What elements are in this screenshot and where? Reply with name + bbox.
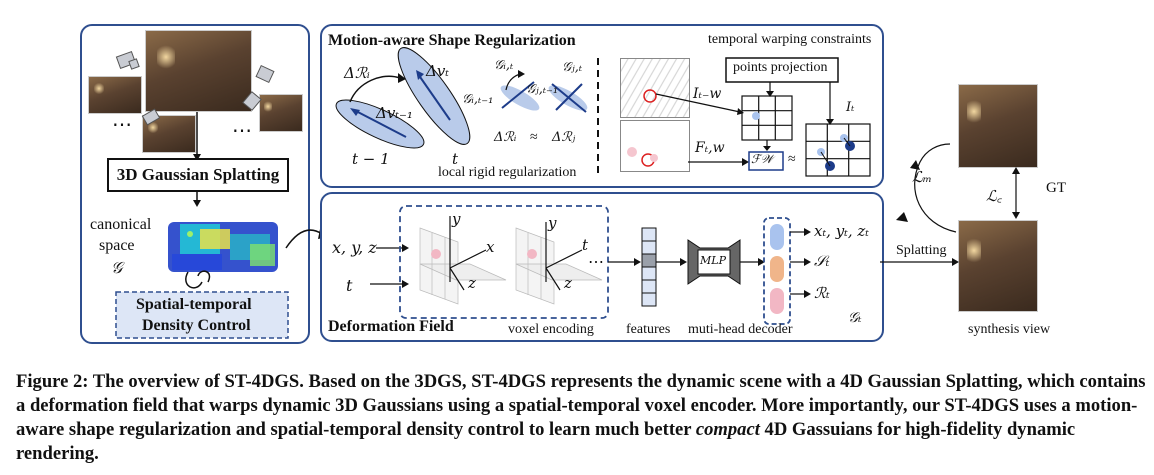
canonical-label: canonical — [90, 216, 152, 233]
voxel-axis-z2: z — [564, 274, 572, 292]
main-scene-photo — [145, 30, 252, 112]
canonical-point-cloud — [168, 222, 278, 272]
right-arrows — [880, 143, 1020, 266]
rigid-eq-right: Δℛⱼ — [552, 130, 576, 145]
g-jt1-label: 𝒢ⱼ,ₜ₋₁ — [526, 82, 559, 97]
delta-v-t1-label: Δvₜ₋₁ — [376, 104, 413, 122]
sketch-frame-image — [620, 58, 690, 118]
density-label-1: Spatial-temporal — [136, 296, 252, 313]
warp-approx: ≈ — [788, 152, 796, 167]
canonical-symbol: 𝒢 — [111, 258, 123, 277]
gaussian-splatting-box: 3D Gaussian Splatting — [107, 158, 289, 192]
voxel-dots: ⋯ — [588, 254, 604, 271]
ellipsis-right: ⋯ — [232, 120, 252, 142]
temporal-warping-graphics — [627, 57, 871, 177]
delta-v-t-label: Δvₜ — [426, 62, 450, 80]
ellipsis-left: ⋯ — [112, 114, 132, 136]
mlp-label: MLP — [700, 254, 726, 267]
synthesis-image — [958, 220, 1038, 312]
decoder-label: muti-head decoder — [688, 322, 793, 337]
shape-panel-title: Motion-aware Shape Regularization — [328, 32, 576, 49]
density-label-2: Density Control — [142, 317, 251, 334]
voxel-axis-y1: y — [452, 210, 461, 228]
out-s-label: 𝒮ₜ — [814, 252, 830, 270]
g-it-label: 𝒢ᵢ,ₜ — [494, 58, 514, 73]
voxel-axis-z1: z — [468, 274, 476, 292]
t-label: t — [452, 150, 459, 168]
I-tw-label: Iₜ₋w — [693, 86, 722, 102]
out-r-label: ℛₜ — [814, 284, 830, 302]
rigid-regularization-graphics — [335, 47, 599, 174]
FW-label: ℱ𝒲 — [751, 152, 774, 166]
input-xyz-label: x, y, z — [332, 238, 377, 257]
loss-c-label: ℒ꜀ — [986, 187, 1002, 205]
deformation-panel-title: Deformation Field — [328, 318, 454, 335]
space-label: space — [99, 237, 135, 254]
figure-caption: Figure 2: The overview of ST-4DGS. Based… — [16, 370, 1146, 466]
gt-label: GT — [1046, 180, 1066, 196]
scene-photo-left — [88, 76, 142, 114]
gaussian-splatting-label: 3D Gaussian Splatting — [116, 165, 280, 184]
voxel-axis-t: t — [582, 236, 589, 254]
rigid-eq-left: Δℛᵢ — [494, 130, 517, 145]
F-tw-label: Fₜ,w — [695, 140, 725, 156]
g-t-label: 𝒢ₜ — [848, 310, 862, 326]
flow-frame-image — [620, 120, 690, 172]
rigid-eq-approx: ≈ — [530, 130, 538, 145]
scene-photo-right — [259, 94, 303, 132]
synthesis-label: synthesis view — [968, 322, 1051, 337]
temporal-warping-label: temporal warping constraints — [708, 32, 872, 47]
gt-image — [958, 84, 1038, 168]
voxel-axis-x: x — [486, 238, 495, 256]
caption-text-before: Figure 2: The overview of ST-4DGS. Based… — [16, 371, 1146, 440]
points-projection-label: points projection — [733, 60, 828, 75]
deformation-graphics — [370, 205, 811, 325]
left-panel-graphics — [115, 50, 289, 339]
local-rigid-label: local rigid regularization — [438, 165, 577, 180]
input-t-label: t — [346, 276, 353, 295]
t-minus-1-label: t − 1 — [352, 150, 390, 168]
out-xyz-label: xₜ, yₜ, zₜ — [814, 222, 870, 240]
g-jt-label: 𝒢ⱼ,ₜ — [562, 60, 583, 75]
I-t-label: Iₜ — [846, 100, 855, 115]
delta-R-i-label: Δℛᵢ — [344, 64, 370, 82]
loss-m-label: ℒₘ — [912, 168, 933, 186]
caption-text-after: 4D Gassuians for high-fidelity dynamic r… — [16, 419, 1076, 464]
features-label: features — [626, 322, 671, 337]
g-it1-label: 𝒢ᵢ,ₜ₋₁ — [462, 92, 494, 107]
splatting-label: Splatting — [896, 243, 947, 258]
voxel-encoding-label: voxel encoding — [508, 322, 594, 337]
caption-text-italic: compact — [695, 419, 760, 440]
camera-icon — [115, 50, 275, 126]
voxel-axis-y2: y — [548, 214, 557, 232]
